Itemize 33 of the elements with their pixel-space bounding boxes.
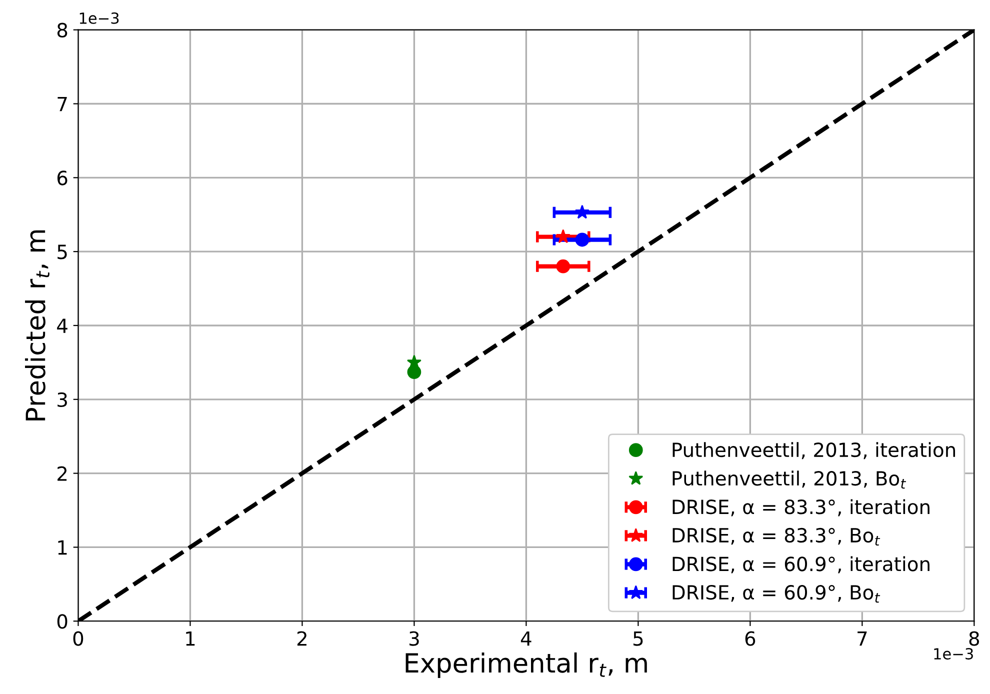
x-tick-label: 5 <box>633 631 643 646</box>
y-tick-label: 8 <box>57 22 68 38</box>
y-tick-label: 7 <box>58 96 67 112</box>
y-tick-label: 5 <box>58 244 67 260</box>
point <box>574 204 590 219</box>
x-tick-label: 6 <box>745 631 756 646</box>
legend-label: DRISE, α = 60.9°, iteration <box>672 556 930 574</box>
x-tick-label: 2 <box>297 631 306 646</box>
y-tick-label: 1 <box>58 540 67 555</box>
y-tick-label: 0 <box>57 614 68 629</box>
point <box>575 232 590 247</box>
text: 1e−3 <box>80 12 119 24</box>
x-tick-label: 8 <box>969 631 980 646</box>
y-tick-label: 2 <box>58 466 67 481</box>
legend-label: DRISE, α = 60.9°, Bo$_{t}$ <box>672 585 880 603</box>
legend-label: Puthenveettil, 2013, Bo$_{t}$ <box>672 470 906 489</box>
text: 1e−3 <box>934 648 973 660</box>
point <box>406 354 422 369</box>
y-tick-label: 3 <box>58 392 67 408</box>
point <box>556 259 570 274</box>
x-axis-title: Experimental r$_{t}$, m <box>406 652 647 678</box>
y-tick-label: 6 <box>57 170 68 186</box>
x-tick-label: 7 <box>858 631 867 646</box>
x-tick-label: 4 <box>520 631 532 646</box>
x-tick-label: 0 <box>73 631 84 646</box>
legend-label: DRISE, α = 83.3°, iteration <box>672 499 930 516</box>
legend-label: Puthenveettil, 2013, iteration <box>672 442 956 460</box>
legend-label: DRISE, α = 83.3°, Bo$_{t}$ <box>672 528 880 546</box>
x-tick-label: 1 <box>186 631 195 646</box>
y-axis-title: Predicted r$_{t}$, m <box>25 230 50 420</box>
point <box>556 229 570 244</box>
y-tick-label: 4 <box>57 318 68 333</box>
x-tick-label: 3 <box>409 631 419 646</box>
